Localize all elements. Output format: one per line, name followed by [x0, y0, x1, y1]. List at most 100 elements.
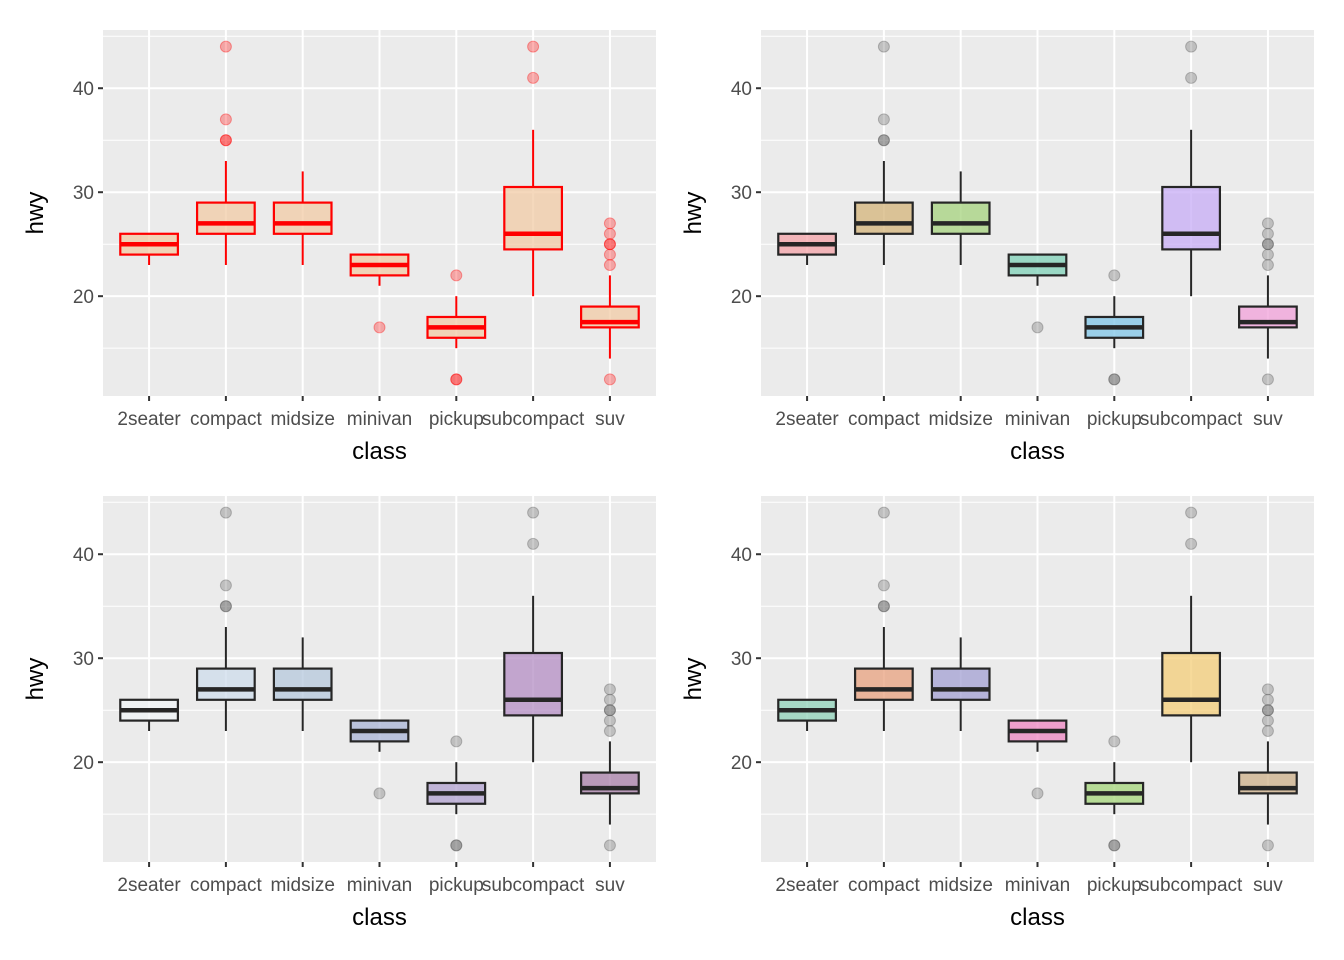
x-axis-title: class — [352, 904, 407, 931]
box-body — [1161, 651, 1222, 717]
outlier-point — [877, 600, 890, 613]
box-pickup — [426, 269, 487, 386]
x-tick-label: 2seater — [775, 875, 839, 896]
outlier-point — [877, 600, 890, 613]
y-tick-label: 30 — [731, 183, 752, 204]
outlier-point — [373, 787, 386, 800]
panel-top-right: 20 30 40 2seater compact midsize minivan pickup… — [680, 30, 1314, 465]
box-2seater — [119, 232, 179, 265]
outlier-point — [877, 134, 890, 147]
box-midsize — [930, 637, 991, 731]
box-suv — [580, 217, 640, 386]
y-tick-label: 30 — [73, 649, 94, 670]
outlier-point — [1261, 373, 1274, 386]
outlier-point — [603, 724, 616, 737]
y-tick-label: 40 — [731, 545, 752, 566]
outlier-point — [603, 683, 616, 696]
y-tick-label: 30 — [731, 649, 752, 670]
x-tick-label: compact — [848, 409, 921, 430]
box-minivan — [349, 719, 410, 800]
box-pickup — [1084, 735, 1145, 852]
x-tick-label: minivan — [347, 875, 412, 896]
box-2seater — [119, 698, 179, 731]
x-tick-label: suv — [1253, 409, 1283, 430]
outlier-point — [219, 600, 232, 613]
box-compact — [195, 40, 256, 265]
outlier-point — [603, 227, 616, 240]
outlier-point — [219, 113, 232, 126]
x-axis-title: class — [1010, 438, 1065, 465]
outlier-point — [219, 579, 232, 592]
outlier-point — [1261, 693, 1274, 706]
outlier-point — [1261, 248, 1274, 261]
x-tick-label: midsize — [270, 875, 334, 896]
panel-top-left: 20 30 40 2seater compact midsize minivan pickup… — [22, 30, 656, 465]
x-tick-label: suv — [595, 875, 625, 896]
x-tick-label: pickup — [429, 875, 484, 896]
x-tick-label: compact — [190, 409, 263, 430]
box-body — [272, 201, 333, 235]
outlier-point — [1261, 704, 1274, 717]
outlier-point — [1031, 787, 1044, 800]
box-subcompact — [503, 506, 564, 763]
x-axis-title: class — [1010, 904, 1065, 931]
box-midsize — [272, 637, 333, 731]
box-body — [853, 667, 914, 701]
outlier-point — [527, 71, 540, 84]
x-tick-label: pickup — [1087, 409, 1142, 430]
x-tick-label: subcompact — [1140, 875, 1243, 896]
box-body — [272, 667, 333, 701]
outlier-point — [1108, 373, 1121, 386]
outlier-point — [1261, 714, 1274, 727]
x-tick-label: 2seater — [117, 409, 181, 430]
y-tick-label: 30 — [73, 183, 94, 204]
x-tick-label: midsize — [928, 409, 992, 430]
x-tick-label: compact — [848, 875, 921, 896]
outlier-point — [1108, 373, 1121, 386]
outlier-point — [1108, 735, 1121, 748]
outlier-point — [603, 839, 616, 852]
outlier-point — [603, 248, 616, 261]
outlier-point — [1261, 227, 1274, 240]
y-axis-title: hwy — [680, 192, 707, 235]
x-tick-label: minivan — [1005, 409, 1070, 430]
x-tick-label: minivan — [347, 409, 412, 430]
box-compact — [853, 506, 914, 731]
outlier-point — [1261, 238, 1274, 251]
box-body — [853, 201, 914, 235]
outlier-point — [450, 839, 463, 852]
outlier-point — [450, 373, 463, 386]
x-tick-label: suv — [1253, 875, 1283, 896]
outlier-point — [1261, 839, 1274, 852]
outlier-point — [603, 704, 616, 717]
outlier-point — [1185, 537, 1198, 550]
box-suv — [1238, 217, 1298, 386]
outlier-point — [603, 714, 616, 727]
box-2seater — [777, 232, 837, 265]
outlier-point — [1261, 217, 1274, 230]
outlier-point — [603, 693, 616, 706]
outlier-point — [1108, 269, 1121, 282]
outlier-point — [219, 134, 232, 147]
box-body — [930, 667, 991, 701]
outlier-point — [1261, 258, 1274, 271]
outlier-point — [450, 839, 463, 852]
outlier-point — [1261, 724, 1274, 737]
outlier-point — [527, 506, 540, 519]
y-tick-label: 20 — [731, 753, 752, 774]
outlier-point — [1108, 839, 1121, 852]
x-axis-title: class — [352, 438, 407, 465]
box-2seater — [777, 698, 837, 731]
y-axis-title: hwy — [22, 192, 49, 235]
outlier-point — [450, 373, 463, 386]
box-subcompact — [1161, 506, 1222, 763]
outlier-point — [1185, 506, 1198, 519]
outlier-point — [1261, 704, 1274, 717]
x-tick-label: midsize — [270, 409, 334, 430]
box-suv — [1238, 683, 1298, 852]
x-tick-label: 2seater — [775, 409, 839, 430]
x-tick-label: subcompact — [1140, 409, 1243, 430]
outlier-point — [877, 134, 890, 147]
panel-bottom-right: 20 30 40 2seater compact midsize minivan pickup… — [680, 496, 1314, 931]
